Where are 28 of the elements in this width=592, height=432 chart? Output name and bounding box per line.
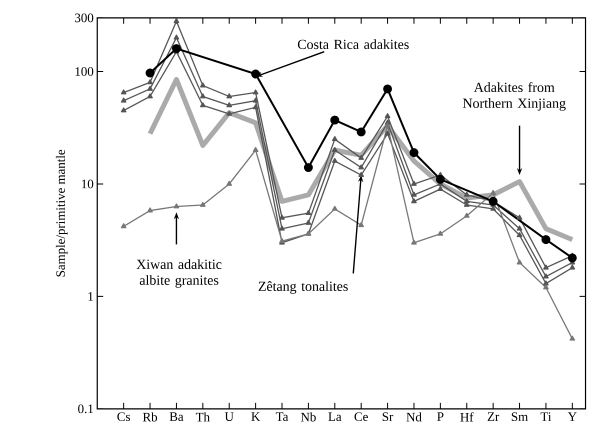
y-tick-label: 100 <box>76 67 94 76</box>
x-tick-label: Th <box>196 412 210 422</box>
x-tick-label: Ba <box>170 412 184 422</box>
x-tick-label: Nd <box>406 412 422 422</box>
x-tick-label: U <box>224 412 234 422</box>
annotation: Xiwan adakitic albite granites <box>136 259 222 288</box>
x-tick-label: Hf <box>460 412 474 422</box>
annotation: Costa Rica adakites <box>298 39 409 50</box>
x-tick-label: Ce <box>354 412 368 422</box>
annotation: Zêtang tonalites <box>258 281 348 294</box>
x-tick-label: Sr <box>382 412 394 422</box>
x-tick-label: Ti <box>540 412 552 422</box>
y-tick-label: 300 <box>75 14 94 22</box>
x-tick-label: Y <box>568 412 577 421</box>
y-tick-label: 1 <box>88 292 93 301</box>
y-tick-label: 10 <box>82 180 94 188</box>
x-tick-label: Nb <box>300 412 316 422</box>
x-tick-label: Ta <box>276 412 288 422</box>
y-axis-title: Sample/primitive mantle <box>56 150 68 277</box>
x-tick-label: Zr <box>488 412 500 421</box>
x-tick-label: P <box>437 412 444 421</box>
x-tick-label: Cs <box>117 412 130 422</box>
y-tick-label: 0.1 <box>78 404 93 414</box>
x-tick-label: Sm <box>512 412 528 422</box>
x-tick-label: Rb <box>142 412 158 422</box>
annotation: Adakites from Northern Xinjiang <box>462 82 566 111</box>
x-tick-label: La <box>328 412 342 422</box>
x-tick-label: K <box>251 412 260 421</box>
